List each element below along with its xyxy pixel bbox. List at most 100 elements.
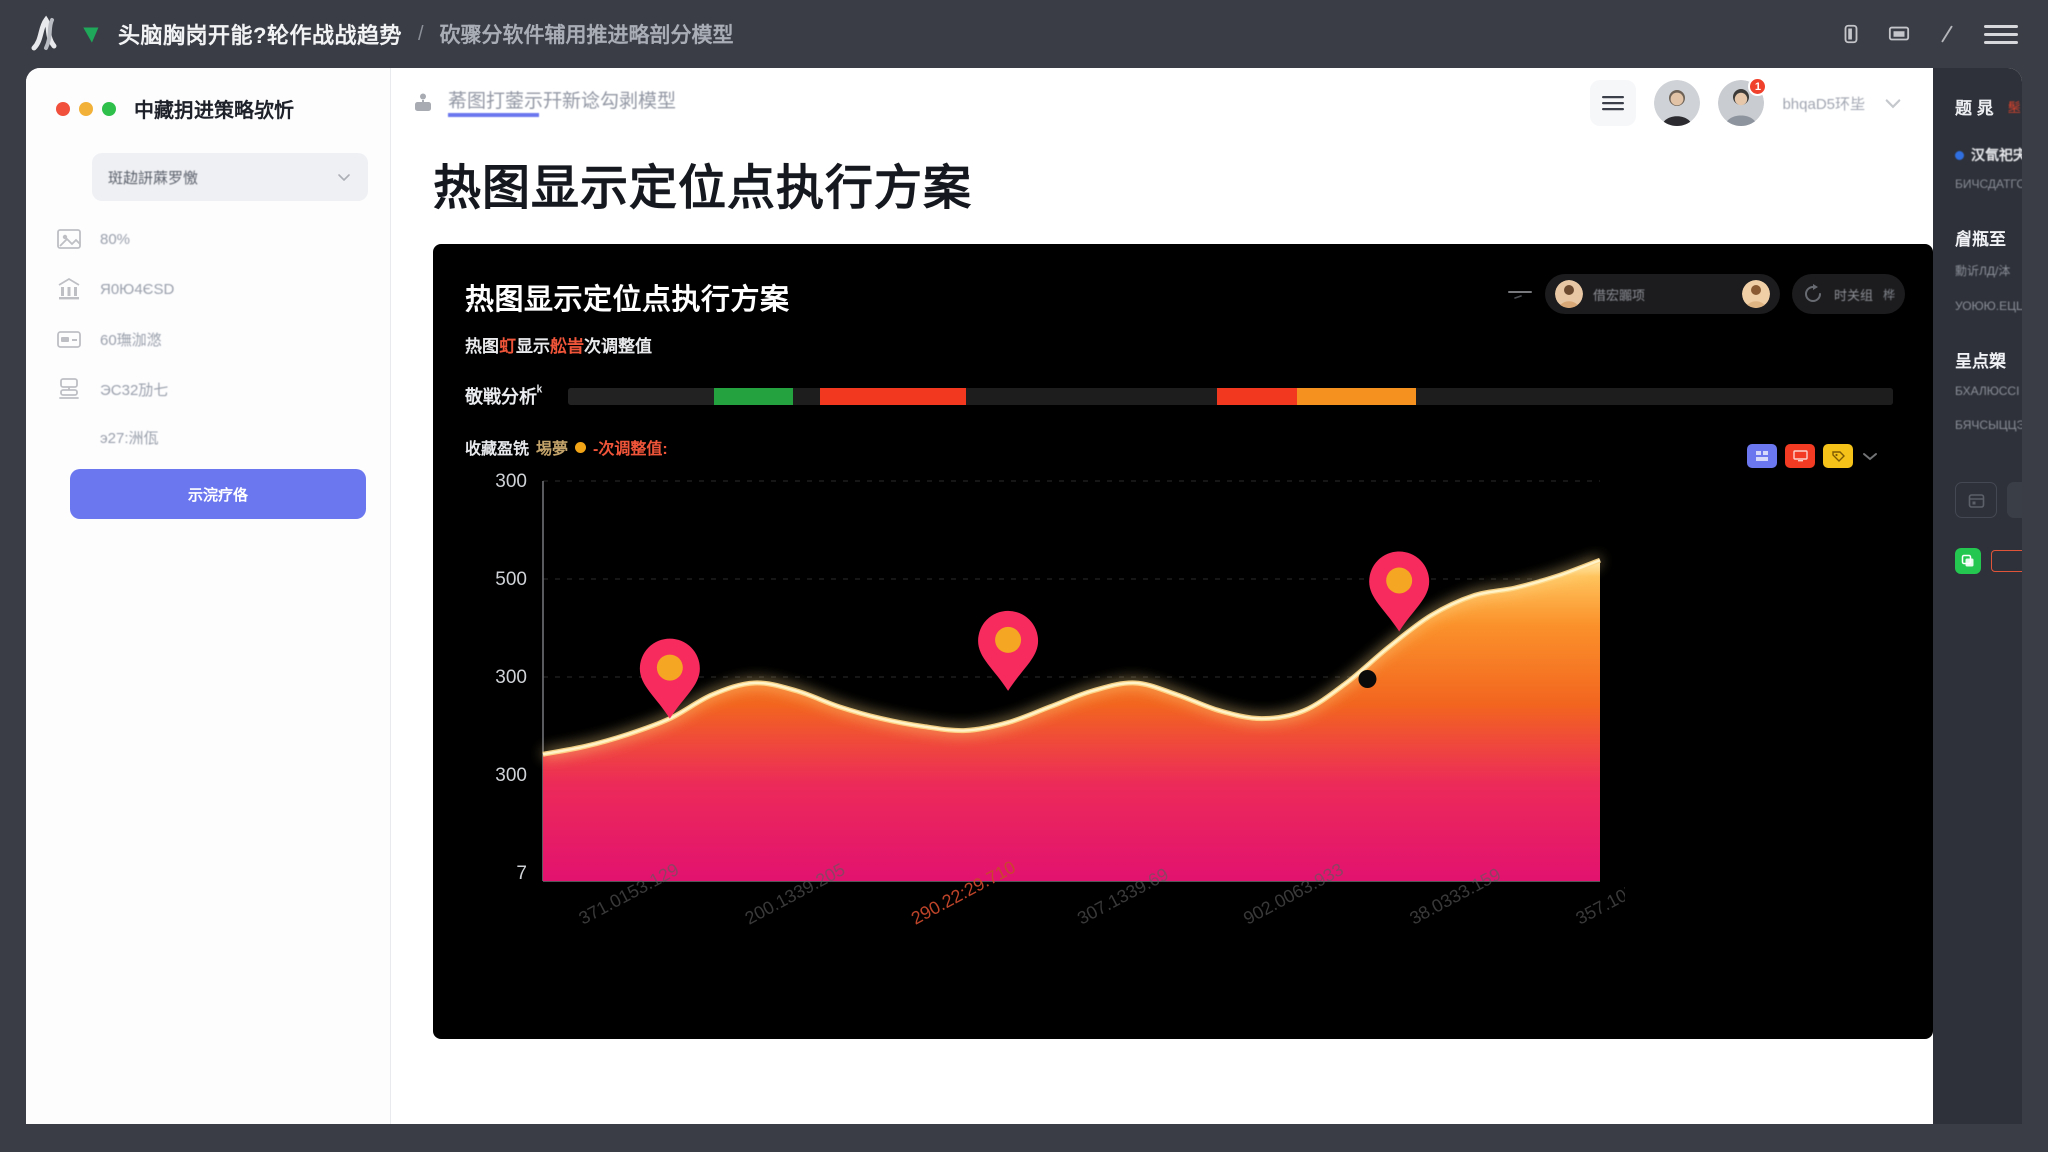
card-pill-action[interactable]: 时关组 桦 xyxy=(1791,274,1905,314)
right-panel-header: 题 晁 髬 xyxy=(1955,94,2022,119)
legend-text-2: 埸夢 xyxy=(536,441,569,458)
sidebar-item-0[interactable]: 80% xyxy=(48,215,368,263)
battery-icon[interactable] xyxy=(1840,23,1862,45)
sidebar-item-2[interactable]: 60璑泇滺 xyxy=(48,315,368,363)
card-subtitle-p4: 旹 xyxy=(567,337,584,356)
robot-icon xyxy=(415,93,431,111)
heatmap-area-chart[interactable]: 300 500 300 300 7 371.0153.129 200.1339.205 290… xyxy=(465,469,1901,1039)
avatar-primary[interactable] xyxy=(1654,80,1701,126)
window-minimize-dot[interactable] xyxy=(79,101,93,116)
right-panel-title-red: 髬 xyxy=(2007,100,2021,115)
calendar-button[interactable] xyxy=(1955,482,1997,518)
card-subtitle: 热图虰显示舩旹次调整值 xyxy=(465,332,1933,357)
sidebar-item-label-3: ЭС32劢七 xyxy=(100,381,169,399)
section-1-row-0: БХАЛЮССІ ЭС xyxy=(1955,384,2022,398)
os-right-icons xyxy=(1840,23,2018,45)
section-0-row-0-key: 勳䜣ЛД/泍 xyxy=(1955,264,2011,278)
main-content: 莃图打蓥示幵新谂勾剥模型 xyxy=(391,68,1933,1124)
right-panel-footer xyxy=(1955,548,2022,574)
black-dot[interactable] xyxy=(1358,670,1377,688)
breadcrumb[interactable]: 莃图打蓥示幵新谂勾剥模型 xyxy=(411,85,677,121)
section-0-header: 睂瓶至 xyxy=(1955,225,2022,250)
right-panel-entry-text: 汉氜祀宊笡 БИЧСДАТГСОН xyxy=(1955,145,2022,191)
slash-icon[interactable] xyxy=(1936,23,1958,45)
card-subtitle-p2: 显示 xyxy=(516,337,550,356)
chart-btn-yellow[interactable] xyxy=(1823,444,1853,468)
sidebar-plain-label: э27:洲佤 xyxy=(100,429,159,447)
monitor-icon xyxy=(1792,450,1808,462)
section-0-row-1: УОЮЮ.ЕЦЦЦЫЫ І2БЫЫБ xyxy=(1955,291,2022,321)
header-actions: 1 bhqаD5环坒 xyxy=(1590,77,1903,126)
calendar-icon xyxy=(1968,493,1984,508)
menu-button[interactable] xyxy=(1590,80,1637,126)
y-tick-1: 500 xyxy=(495,569,527,590)
grid-icon xyxy=(1755,451,1768,461)
segment-tail xyxy=(1416,387,1893,405)
search-placeholder: ЄЛ\Г ЦЭЦ xyxy=(2019,493,2022,507)
window-close-dot[interactable] xyxy=(56,101,70,116)
pin-2[interactable] xyxy=(978,610,1039,691)
hamburger-icon xyxy=(1602,96,1625,111)
segment-1[interactable] xyxy=(713,387,794,405)
sidebar-plain-item[interactable]: э27:洲佤 xyxy=(48,415,368,459)
segment-gap-2 xyxy=(793,387,820,405)
right-panel-entry-title: 汉氜祀宊笡 xyxy=(1955,145,2022,165)
copy-button[interactable] xyxy=(1955,548,1981,574)
avatar-primary-image xyxy=(1654,80,1701,126)
card-subtitle-p5: 次调整值 xyxy=(584,337,652,356)
chart-card-body: 热图显示定位点执行方案 热图虰显示舩旹次调整值 敬戦分析ᵏ 收藏盈铣 埸夢 -次… xyxy=(433,244,1933,1039)
chart-btn-red[interactable] xyxy=(1785,444,1815,468)
section-1-row-1: БЯЧСЫЦЦЭМ ЭНШЭБ xyxy=(1955,410,2022,440)
search-input[interactable]: ЄЛ\Г ЦЭЦ 2 xyxy=(2007,482,2022,518)
card-subtitle-p0: 热图 xyxy=(465,337,499,356)
area-edge-line xyxy=(542,559,1601,756)
sidebar-item-label-1: Я0Ю4ЄSD xyxy=(100,280,175,298)
y-tick-3: 300 xyxy=(495,765,527,786)
segment-gap-3 xyxy=(965,387,1218,405)
segment-0[interactable] xyxy=(568,387,714,405)
section-1-header: 呈点槊 xyxy=(1955,347,2022,372)
avatar-secondary[interactable]: 1 xyxy=(1718,77,1768,126)
section-1-row-1-key: БЯЧСЫЦЦЭМ xyxy=(1955,418,2022,432)
right-panel-entry-subtitle: БИЧСДАТГСОН xyxy=(1955,177,2022,191)
sidebar-item-3[interactable]: ЭС32劢七 xyxy=(48,365,368,413)
chart-btn-blue[interactable] xyxy=(1747,444,1777,468)
section-0-row-1-key: УОЮЮ.ЕЦЦЦЫЫ xyxy=(1955,299,2022,313)
card-pill-members[interactable]: 借宏嚻项 xyxy=(1544,274,1780,314)
sidebar-item-label-0: 80% xyxy=(100,230,131,248)
card-pill-members-text: 借宏嚻项 xyxy=(1592,287,1645,303)
pin-1[interactable] xyxy=(639,638,700,719)
sidebar-select[interactable]: 斑赲訮蔴罗憿 xyxy=(92,153,368,201)
user-name: bhqаD5环坒 xyxy=(1782,95,1865,113)
footer-input-box[interactable] xyxy=(1991,550,2022,572)
pin-3[interactable] xyxy=(1369,551,1430,632)
segment-3[interactable] xyxy=(1217,387,1297,405)
card-title: 热图显示定位点执行方案 xyxy=(465,284,790,316)
sidebar-cta-button[interactable]: 示浣疗佫 xyxy=(70,469,366,519)
segment-sup: ᵏ xyxy=(537,383,543,400)
refresh-icon xyxy=(1804,284,1821,302)
display-icon[interactable] xyxy=(1888,23,1910,45)
segment-4[interactable] xyxy=(1296,387,1417,405)
copy-icon xyxy=(1961,554,1974,567)
notification-badge: 1 xyxy=(1748,77,1768,96)
sidebar-item-1[interactable]: Я0Ю4ЄSD xyxy=(48,265,368,313)
pin-center xyxy=(1386,567,1413,594)
y-tick-0: 300 xyxy=(495,471,527,492)
segment-2[interactable] xyxy=(819,387,966,405)
section-0-title: 睂瓶至 xyxy=(1955,230,2006,249)
hamburger-icon[interactable] xyxy=(1984,23,2018,45)
window-maximize-dot[interactable] xyxy=(102,101,116,116)
card-subtitle-p1: 虰 xyxy=(499,337,516,356)
chevron-down-icon[interactable] xyxy=(1883,93,1903,113)
chevron-down-icon[interactable] xyxy=(1861,450,1879,462)
card-icon xyxy=(57,331,81,348)
os-title: 头脑胸岗开能?轮作战战趋势 xyxy=(118,23,402,48)
avatar-small-a xyxy=(1554,280,1583,308)
section-0-row-0: 勳䜣ЛД/泍 Ѵ xyxy=(1955,262,2022,279)
chart-action-buttons xyxy=(1747,444,1879,468)
right-panel-entry[interactable]: 汉氜祀宊笡 БИЧСДАТГСОН xyxy=(1955,145,2022,199)
segment-progress-bar[interactable] xyxy=(568,387,1893,405)
minus-icon[interactable] xyxy=(1507,288,1533,300)
